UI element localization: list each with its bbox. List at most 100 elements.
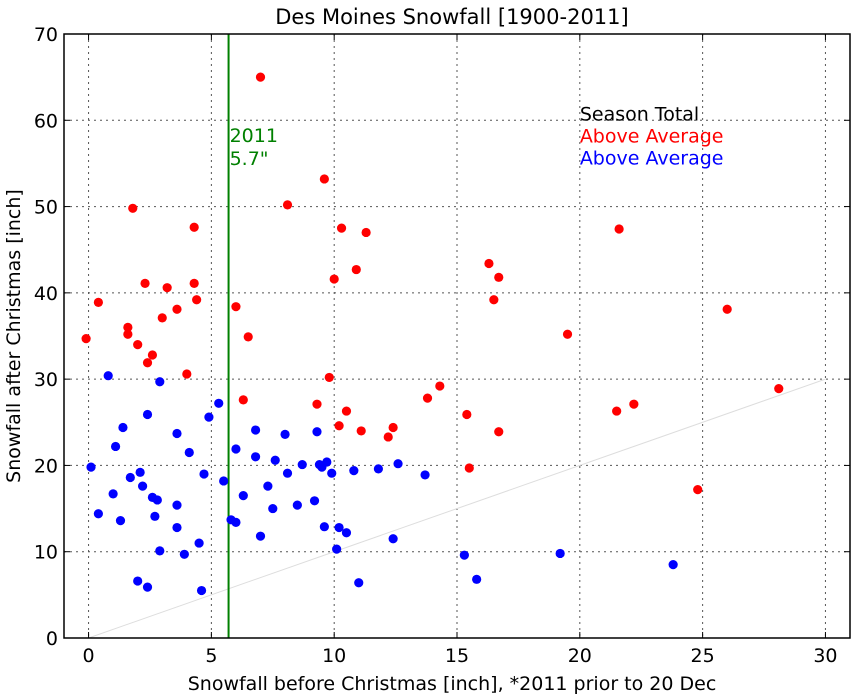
- blue-data-point: [327, 468, 337, 478]
- blue-data-point: [341, 528, 352, 538]
- red-data-point: [494, 427, 504, 437]
- blue-data-point: [155, 377, 165, 387]
- blue-data-point: [184, 447, 194, 458]
- red-data-point: [238, 395, 248, 405]
- blue-data-point: [459, 550, 469, 560]
- blue-data-point: [373, 464, 383, 474]
- red-data-point: [435, 381, 445, 391]
- red-data-point: [243, 332, 253, 342]
- blue-data-point: [231, 517, 241, 527]
- blue-data-point: [172, 500, 182, 510]
- x-tick-label: 0: [83, 645, 95, 667]
- red-data-point: [361, 227, 371, 238]
- red-data-point: [157, 313, 167, 323]
- blue-data-point: [270, 455, 280, 465]
- y-tick-label: 20: [34, 455, 58, 477]
- blue-data-point: [250, 425, 261, 435]
- blue-data-point: [319, 522, 329, 532]
- red-data-point: [629, 399, 639, 409]
- blue-data-point: [142, 409, 153, 420]
- red-data-point: [282, 200, 293, 210]
- red-data-point: [489, 295, 499, 305]
- red-data-point: [462, 409, 472, 420]
- red-data-point: [123, 322, 133, 332]
- blue-data-point: [196, 585, 207, 596]
- red-data-point: [612, 406, 622, 416]
- red-data-point: [484, 258, 494, 269]
- red-data-point: [693, 484, 703, 495]
- blue-data-point: [214, 398, 224, 408]
- blue-data-point: [332, 544, 342, 554]
- red-data-point: [351, 264, 361, 275]
- blue-data-point: [150, 511, 160, 521]
- red-data-point: [774, 384, 784, 394]
- red-data-point: [336, 223, 347, 233]
- y-tick-label: 50: [34, 197, 58, 219]
- red-data-point: [189, 278, 199, 288]
- y-tick-label: 10: [34, 542, 58, 564]
- legend-entry: Above Average: [580, 125, 724, 147]
- blue-data-point: [172, 428, 182, 439]
- blue-data-point: [194, 538, 204, 548]
- blue-data-point: [118, 422, 128, 433]
- blue-data-point: [125, 472, 135, 483]
- chart-title: Des Moines Snowfall [1900-2011]: [275, 5, 628, 29]
- blue-data-point: [309, 496, 320, 506]
- legend-entry: Season Total: [580, 103, 699, 125]
- x-tick-label: 30: [813, 645, 837, 667]
- axis-ticks: 0 5 10 15 20 25 30 0 10 20 30 40 50 60 70: [34, 24, 850, 667]
- blue-data-point: [255, 531, 266, 541]
- blue-data-point: [231, 444, 241, 454]
- red-data-point: [341, 406, 352, 416]
- blue-data-point: [138, 481, 148, 491]
- blue-data-point: [142, 582, 153, 592]
- blue-data-point: [668, 560, 678, 570]
- blue-data-point: [263, 481, 273, 491]
- blue-data-point: [388, 534, 398, 544]
- blue-data-point: [282, 468, 293, 478]
- blue-data-point: [133, 576, 143, 586]
- red-data-point: [147, 350, 158, 360]
- red-data-point: [123, 329, 133, 339]
- red-data-point: [562, 329, 573, 339]
- red-data-point: [128, 203, 138, 213]
- blue-data-point: [135, 467, 145, 477]
- blue-data-point: [108, 489, 118, 499]
- blue-data-point: [555, 548, 565, 559]
- x-axis-label: Snowfall before Christmas [inch], *2011 …: [188, 673, 717, 695]
- blue-data-point: [349, 466, 359, 476]
- red-data-point: [356, 426, 366, 436]
- blue-data-point: [115, 516, 126, 526]
- x-tick-label: 15: [445, 645, 469, 667]
- blue-data-point: [152, 495, 162, 505]
- blue-data-point: [179, 549, 189, 559]
- x-tick-label: 10: [322, 645, 346, 667]
- red-data-point: [494, 272, 504, 282]
- reference-value-label: 5.7": [230, 148, 269, 170]
- blue-data-point: [268, 503, 278, 514]
- average-line-layer: [88, 378, 826, 639]
- data-points: [81, 72, 784, 596]
- blue-data-point: [219, 476, 229, 486]
- red-data-point: [172, 304, 182, 314]
- red-data-point: [312, 399, 322, 409]
- red-data-point: [319, 174, 329, 184]
- red-data-point: [192, 295, 202, 305]
- x-tick-label: 25: [691, 645, 715, 667]
- blue-data-point: [297, 459, 307, 470]
- blue-data-point: [204, 412, 214, 422]
- red-data-point: [614, 224, 624, 234]
- reference-year-label: 2011: [230, 125, 278, 147]
- blue-data-point: [393, 459, 403, 469]
- red-data-point: [464, 463, 474, 473]
- blue-data-point: [93, 509, 103, 519]
- blue-data-point: [312, 427, 322, 437]
- blue-data-point: [420, 470, 430, 480]
- blue-data-point: [280, 429, 290, 439]
- red-data-point: [324, 372, 334, 383]
- average-diagonal-line: [88, 378, 826, 639]
- legend-entry: Above Average: [580, 147, 724, 169]
- y-tick-label: 70: [34, 24, 58, 46]
- red-data-point: [162, 283, 172, 293]
